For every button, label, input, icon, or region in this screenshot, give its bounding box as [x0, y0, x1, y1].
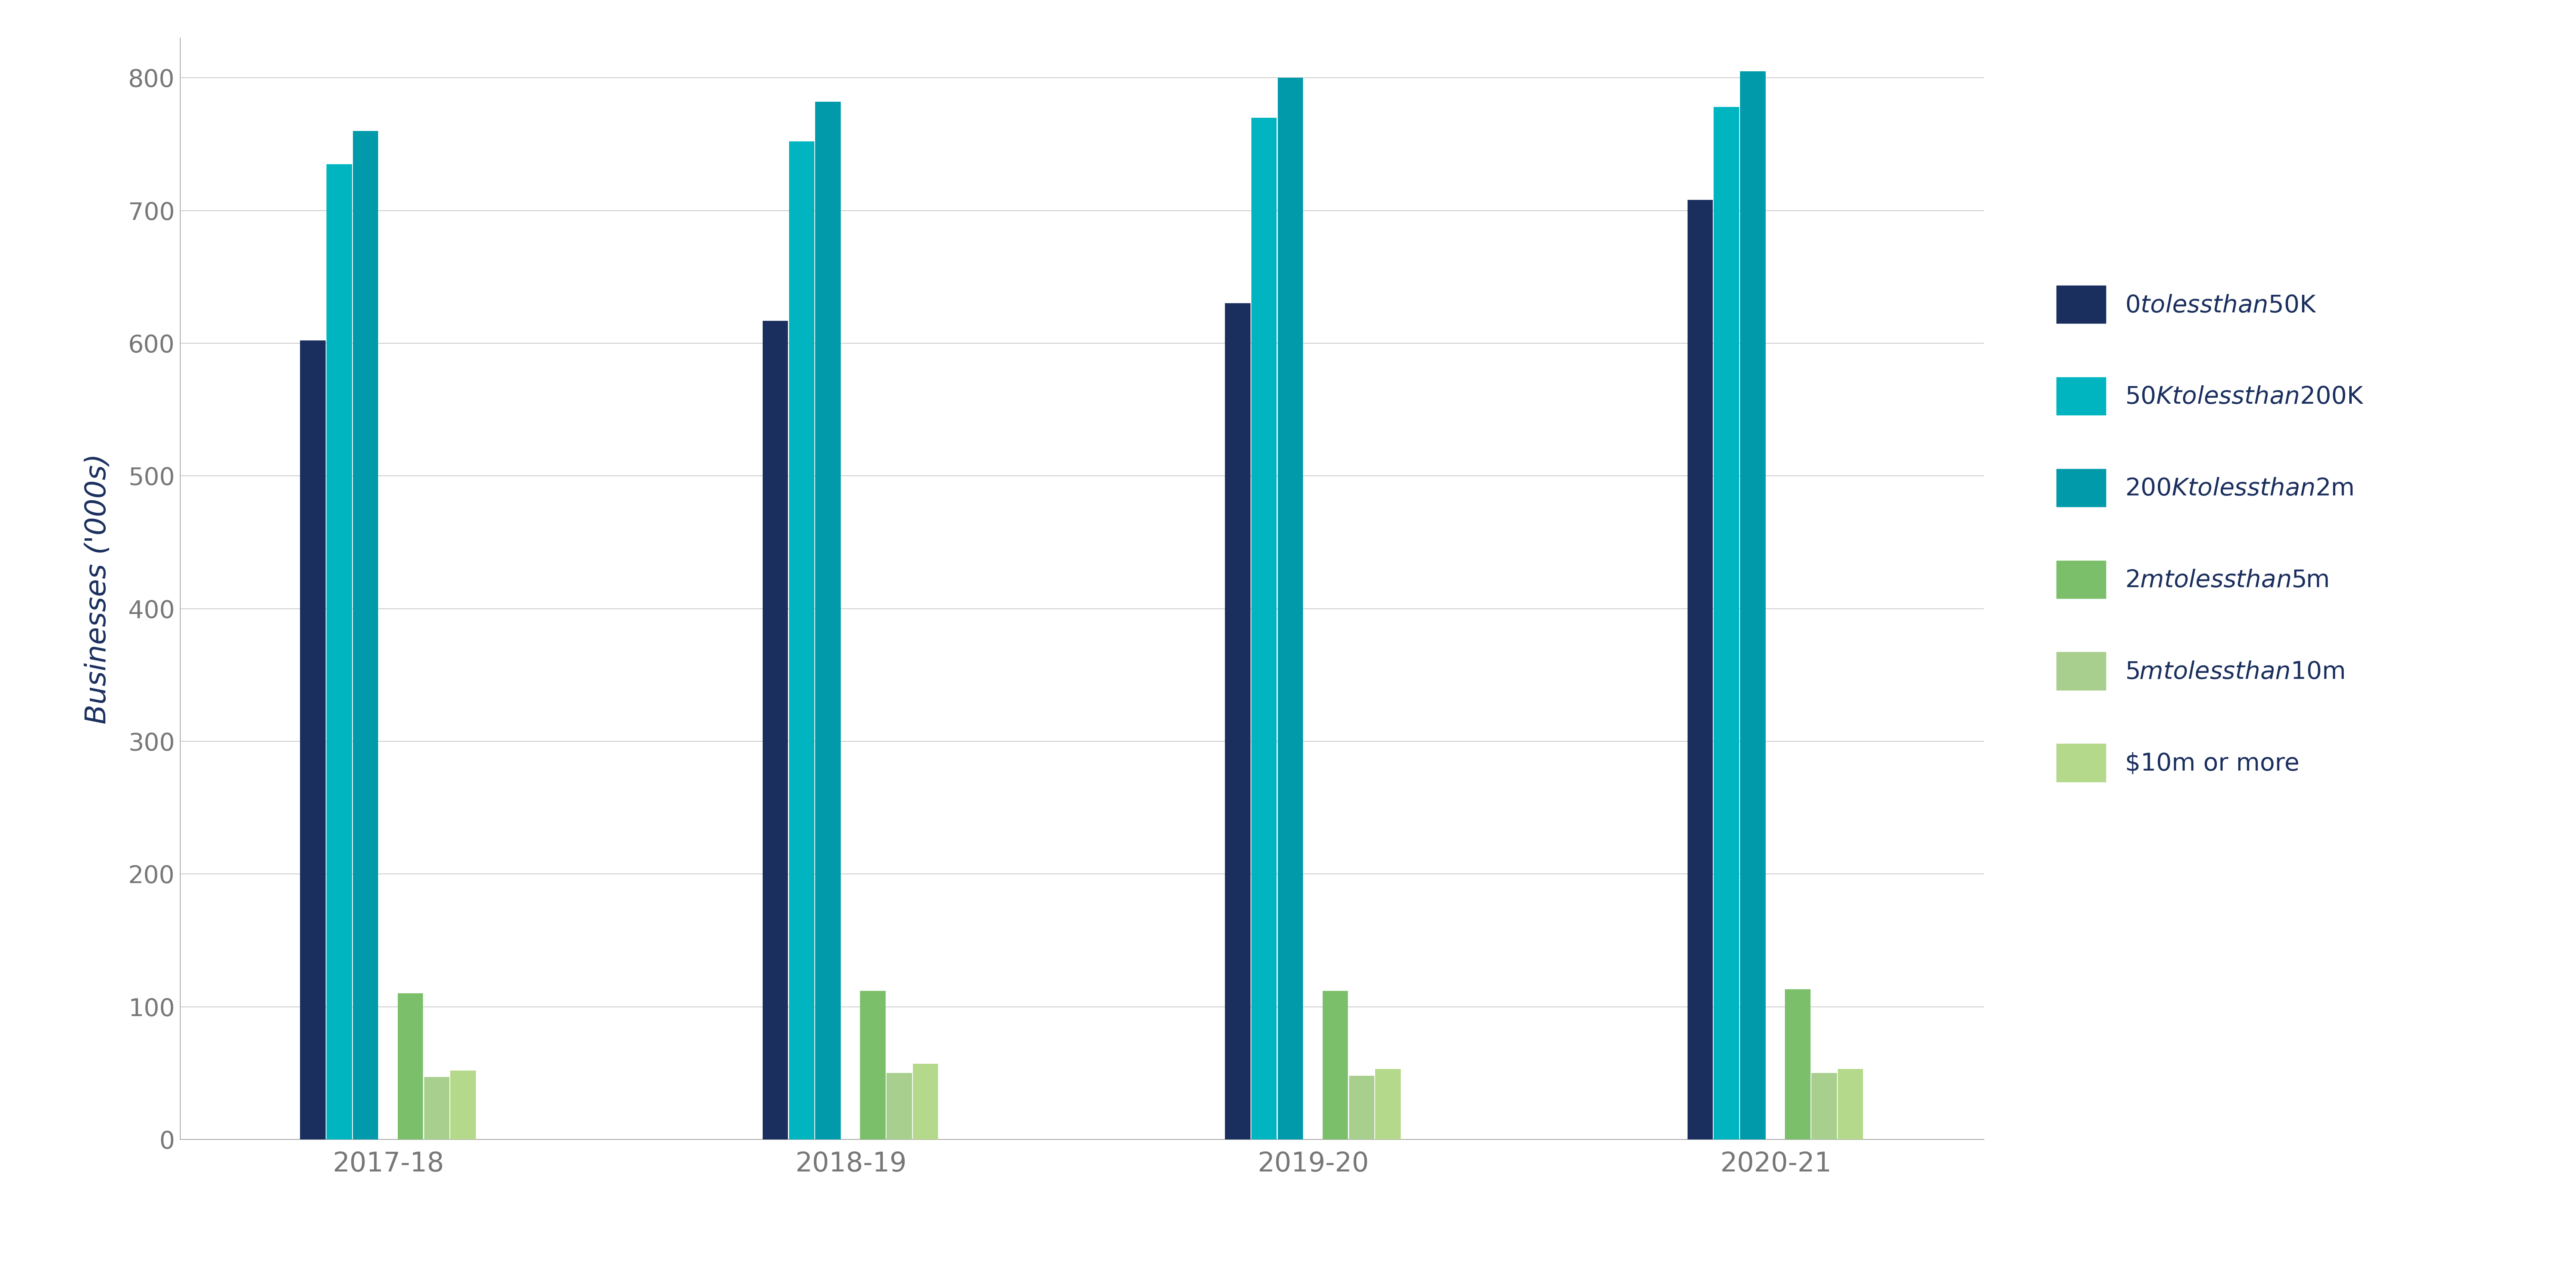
- Bar: [1278, 77, 1303, 1139]
- Bar: [1837, 1069, 1862, 1139]
- Bar: [1350, 1076, 1373, 1139]
- Bar: [353, 130, 379, 1139]
- Bar: [1252, 118, 1278, 1139]
- Bar: [299, 341, 325, 1139]
- Bar: [1687, 200, 1713, 1139]
- Bar: [762, 320, 788, 1139]
- Bar: [1321, 991, 1347, 1139]
- Bar: [425, 1077, 448, 1139]
- Bar: [1739, 71, 1765, 1139]
- Bar: [1785, 990, 1811, 1139]
- Bar: [327, 165, 353, 1139]
- Bar: [860, 991, 886, 1139]
- Bar: [1811, 1074, 1837, 1139]
- Legend: $0 to less than $50K, $50K to less than $200K, $200K to less than $2m, $2m to le: $0 to less than $50K, $50K to less than …: [2032, 261, 2388, 806]
- Bar: [912, 1063, 938, 1139]
- Y-axis label: Businesses ('000s): Businesses ('000s): [85, 453, 111, 724]
- Bar: [1224, 304, 1249, 1139]
- Bar: [886, 1074, 912, 1139]
- Bar: [397, 994, 422, 1139]
- Bar: [1376, 1069, 1401, 1139]
- Bar: [788, 142, 814, 1139]
- Bar: [814, 101, 840, 1139]
- Bar: [451, 1070, 477, 1139]
- Bar: [1713, 108, 1739, 1139]
